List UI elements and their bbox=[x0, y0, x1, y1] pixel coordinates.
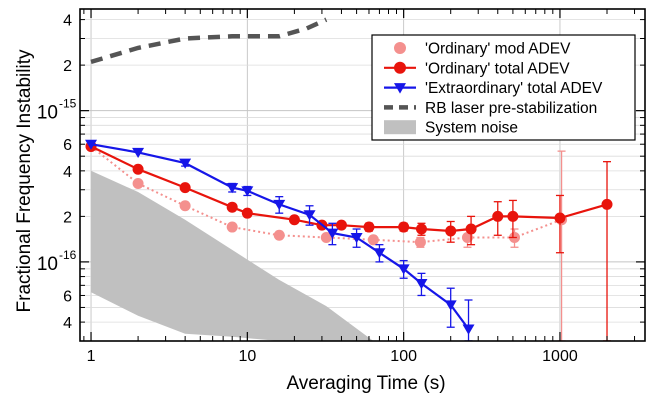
ordinary-mod-point bbox=[367, 234, 379, 246]
ordinary-total-point bbox=[179, 182, 191, 194]
ordinary-mod-point bbox=[461, 232, 473, 244]
ordinary-total-point bbox=[226, 201, 238, 213]
ordinary-total-point bbox=[554, 212, 566, 224]
ordinary-total-point bbox=[415, 223, 427, 235]
legend-label: System noise bbox=[425, 120, 518, 137]
y-tick-label: 2 bbox=[63, 209, 72, 226]
rb-laser-line bbox=[90, 17, 328, 65]
ordinary-total-point bbox=[465, 223, 477, 235]
extraordinary-total-point bbox=[273, 199, 286, 211]
extraordinary-total-point bbox=[350, 233, 363, 244]
x-tick-label: 1 bbox=[87, 348, 96, 365]
extraordinary-total-point bbox=[241, 186, 254, 197]
ordinary-mod-point bbox=[132, 177, 144, 189]
extraordinary-total-point bbox=[226, 183, 239, 194]
plot-frame bbox=[79, 8, 646, 342]
ordinary-mod-line bbox=[90, 145, 562, 244]
y-tick-label: 6 bbox=[63, 288, 72, 305]
legend-swatch-marker bbox=[394, 61, 406, 74]
ordinary-mod-point bbox=[320, 232, 332, 244]
ordinary-mod-point bbox=[179, 200, 191, 212]
extraordinary-total-point bbox=[444, 300, 457, 311]
legend-label: RB laser pre-stabilization bbox=[425, 100, 597, 117]
ordinary-total-point bbox=[492, 210, 504, 222]
x-axis-label: Averaging Time (s) bbox=[286, 373, 445, 394]
y-tick-exponent: -15 bbox=[59, 97, 77, 111]
legend-swatch-system-noise bbox=[384, 120, 416, 135]
extraordinary-total-point bbox=[326, 228, 339, 239]
system-noise-area bbox=[91, 170, 374, 341]
extraordinary-total-point bbox=[415, 278, 428, 290]
legend: 'Ordinary' mod ADEV 'Ordinary' total ADEV… bbox=[371, 34, 636, 141]
ordinary-total-point bbox=[445, 225, 457, 237]
ticks bbox=[80, 9, 645, 341]
ordinary-mod-point bbox=[414, 236, 426, 248]
ordinary-total-point bbox=[507, 210, 519, 222]
x-tick-label: 1000 bbox=[542, 348, 578, 365]
legend-swatch-marker bbox=[394, 83, 406, 94]
extraordinary-total-point bbox=[179, 158, 192, 169]
legend-swatch-marker bbox=[394, 42, 406, 54]
ordinary-total-point bbox=[335, 219, 347, 231]
extraordinary-total-point bbox=[303, 210, 316, 221]
y-tick-label: 10 bbox=[37, 103, 58, 124]
y-tick-label: 4 bbox=[63, 315, 72, 332]
legend-label: 'Extraordinary' total ADEV bbox=[425, 80, 603, 97]
legend-label: 'Ordinary' total ADEV bbox=[425, 60, 570, 77]
x-tick-label: 10 bbox=[238, 348, 256, 365]
extraordinary-total-point bbox=[373, 248, 386, 259]
extraordinary-total-point bbox=[85, 139, 98, 150]
extraordinary-total-point bbox=[132, 147, 145, 159]
y-axis-label: Fractional Frequency Instability bbox=[14, 49, 35, 312]
ordinary-mod-point bbox=[226, 221, 238, 233]
legend-label: 'Ordinary' mod ADEV bbox=[425, 41, 571, 58]
y-tick-label: 2 bbox=[63, 58, 72, 75]
ordinary-mod-point bbox=[273, 229, 285, 241]
extraordinary-total-point bbox=[462, 324, 475, 335]
y-tick-label: 6 bbox=[63, 137, 72, 154]
y-tick-label: 4 bbox=[63, 13, 72, 30]
ordinary-total-point bbox=[398, 221, 410, 233]
ordinary-total-point bbox=[132, 163, 144, 175]
ordinary-total-point bbox=[241, 207, 253, 219]
ordinary-total-point bbox=[601, 198, 613, 210]
y-tick-label: 10 bbox=[37, 254, 58, 275]
x-tick-label: 100 bbox=[390, 348, 417, 365]
y-tick-label: 4 bbox=[63, 164, 72, 181]
extraordinary-total-point bbox=[397, 264, 410, 275]
ordinary-total-point bbox=[363, 221, 375, 233]
ordinary-total-point bbox=[288, 214, 300, 226]
y-tick-exponent: -16 bbox=[59, 248, 77, 262]
series-layer bbox=[85, 17, 613, 341]
